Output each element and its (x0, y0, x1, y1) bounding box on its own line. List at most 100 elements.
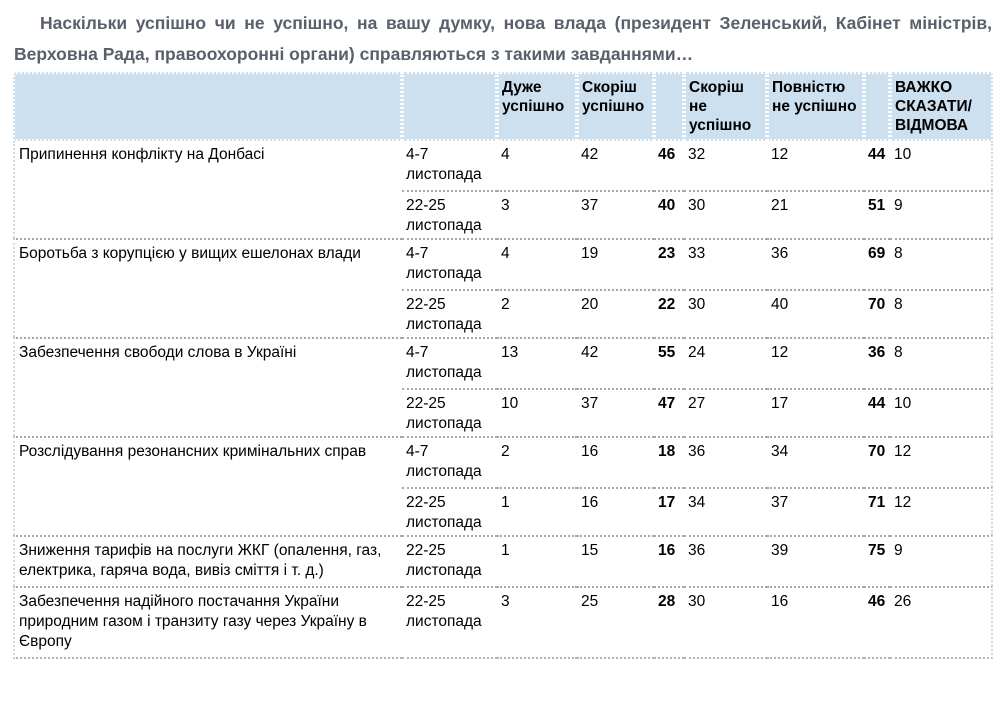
value-cell-rather-successful: 15 (577, 535, 654, 586)
value-cell-successful-total: 46 (658, 146, 676, 163)
date-cell: 4-7 листопада (406, 146, 482, 183)
value-cell-very-successful: 3 (497, 190, 577, 238)
value-cell-hard-to-say: 10 (890, 388, 993, 436)
table-row: Боротьба з корупцією у вищих ешелонах вл… (13, 238, 993, 337)
task-cell: Розслідування резонансних кримінальних с… (13, 436, 402, 535)
value-cell-very-successful: 4 (497, 238, 577, 289)
table-row: 22-25 листопада 1 16 17 34 37 71 12 (13, 487, 993, 535)
column-header-completely-unsuccessful: Повністю не успішно (767, 72, 864, 141)
task-cell: Боротьба з корупцією у вищих ешелонах вл… (13, 238, 402, 337)
table-row: 22-25 листопада 3 37 40 30 21 51 9 (13, 190, 993, 238)
value-cell-unsuccessful-total: 36 (864, 337, 890, 388)
column-header-successful-total (654, 72, 684, 141)
value-cell-very-successful: 2 (497, 289, 577, 337)
value-cell-unsuccessful-total: 46 (864, 586, 890, 659)
value-cell-very-successful: 4 (501, 146, 510, 163)
value-cell-hard-to-say: 8 (890, 238, 993, 289)
value-cell-successful-total: 22 (654, 289, 684, 337)
column-header-date (402, 72, 497, 141)
value-cell-completely-unsuccessful: 36 (767, 238, 864, 289)
value-cell-unsuccessful-total: 71 (864, 487, 890, 535)
table-row: Розслідування резонансних кримінальних с… (13, 436, 993, 535)
value-cell-very-successful: 1 (497, 535, 577, 586)
value-cell-rather-unsuccessful: 24 (684, 337, 767, 388)
value-cell-successful-total: 55 (654, 337, 684, 388)
value-cell-completely-unsuccessful: 12 (771, 146, 789, 163)
value-cell-successful-total: 18 (654, 436, 684, 487)
value-cell-rather-successful: 25 (577, 586, 654, 659)
date-cell: 22-25 листопада (402, 289, 497, 337)
value-cell-rather-successful: 16 (577, 436, 654, 487)
value-cell-rather-unsuccessful: 36 (684, 436, 767, 487)
task-cell: Припинення конфлікту на Донбасі (13, 141, 402, 238)
value-cell-rather-successful: 42 (577, 337, 654, 388)
value-cell-successful-total: 16 (654, 535, 684, 586)
value-cell-rather-unsuccessful: 33 (684, 238, 767, 289)
survey-question-intro: Наскільки успішно чи не успішно, на вашу… (14, 13, 992, 64)
value-cell-very-successful: 10 (497, 388, 577, 436)
value-cell-rather-unsuccessful: 27 (684, 388, 767, 436)
date-cell: 22-25 листопада (402, 190, 497, 238)
value-cell-successful-total: 40 (654, 190, 684, 238)
value-cell-completely-unsuccessful: 39 (767, 535, 864, 586)
value-cell-hard-to-say: 26 (890, 586, 993, 659)
value-cell-successful-total: 47 (654, 388, 684, 436)
table-row: 22-25 листопада 2 20 22 30 40 70 8 (13, 289, 993, 337)
table-row: Забезпечення свободи слова в Україні 4-7 … (13, 337, 993, 436)
value-cell-unsuccessful-total: 70 (864, 436, 890, 487)
value-cell-unsuccessful-total: 75 (864, 535, 890, 586)
value-cell-completely-unsuccessful: 12 (767, 337, 864, 388)
value-cell-rather-unsuccessful: 30 (684, 289, 767, 337)
value-cell-hard-to-say: 8 (890, 289, 993, 337)
date-cell: 22-25 листопада (402, 487, 497, 535)
table-row: Припинення конфлікту на Донбасі 4-7 листо… (13, 141, 993, 238)
column-header-very-successful: Дуже успішно (497, 72, 577, 141)
value-cell-rather-unsuccessful: 32 (688, 146, 706, 163)
task-cell: Забезпечення надійного постачання Україн… (13, 586, 402, 659)
value-cell-rather-unsuccessful: 30 (684, 190, 767, 238)
value-cell-hard-to-say: 12 (890, 487, 993, 535)
value-cell-rather-successful: 42 (581, 146, 599, 163)
value-cell-hard-to-say: 12 (890, 436, 993, 487)
value-cell-very-successful: 2 (497, 436, 577, 487)
value-cell-rather-successful: 16 (577, 487, 654, 535)
survey-results-table: Дуже успішно Скоріш успішно Скоріш не успі… (13, 72, 993, 659)
date-cell: 4-7 листопада (402, 238, 497, 289)
value-cell-successful-total: 28 (654, 586, 684, 659)
table-row: Зниження тарифів на послуги ЖКГ (опаленн… (13, 535, 993, 586)
column-header-hard-to-say: ВАЖКО СКАЗАТИ/ВІДМОВА (890, 72, 993, 141)
value-cell-unsuccessful-total: 69 (864, 238, 890, 289)
value-cell-rather-successful: 37 (577, 190, 654, 238)
value-cell-unsuccessful-total: 44 (864, 388, 890, 436)
value-cell-completely-unsuccessful: 34 (767, 436, 864, 487)
date-cell: 22-25 листопада (402, 388, 497, 436)
value-cell-completely-unsuccessful: 40 (767, 289, 864, 337)
date-cell: 22-25 листопада (402, 586, 497, 659)
value-cell-completely-unsuccessful: 17 (767, 388, 864, 436)
value-cell-rather-unsuccessful: 30 (684, 586, 767, 659)
value-cell-completely-unsuccessful: 21 (767, 190, 864, 238)
value-cell-rather-successful: 19 (577, 238, 654, 289)
value-cell-very-successful: 3 (497, 586, 577, 659)
task-cell: Забезпечення свободи слова в Україні (13, 337, 402, 436)
value-cell-rather-successful: 37 (577, 388, 654, 436)
value-cell-rather-successful: 20 (577, 289, 654, 337)
date-cell: 22-25 листопада (402, 535, 497, 586)
value-cell-unsuccessful-total: 44 (868, 146, 886, 163)
value-cell-successful-total: 23 (654, 238, 684, 289)
value-cell-completely-unsuccessful: 37 (767, 487, 864, 535)
date-cell: 4-7 листопада (402, 337, 497, 388)
value-cell-hard-to-say: 9 (890, 535, 993, 586)
table-row: Забезпечення надійного постачання Україн… (13, 586, 993, 659)
task-cell: Зниження тарифів на послуги ЖКГ (опаленн… (13, 535, 402, 586)
table-row: 22-25 листопада 10 37 47 27 17 44 10 (13, 388, 993, 436)
value-cell-hard-to-say: 8 (890, 337, 993, 388)
value-cell-very-successful: 13 (497, 337, 577, 388)
value-cell-hard-to-say: 9 (890, 190, 993, 238)
date-cell: 4-7 листопада (402, 436, 497, 487)
value-cell-successful-total: 17 (654, 487, 684, 535)
value-cell-unsuccessful-total: 70 (864, 289, 890, 337)
table-header-row: Дуже успішно Скоріш успішно Скоріш не успі… (13, 72, 993, 141)
value-cell-completely-unsuccessful: 16 (767, 586, 864, 659)
column-header-task (13, 72, 402, 141)
